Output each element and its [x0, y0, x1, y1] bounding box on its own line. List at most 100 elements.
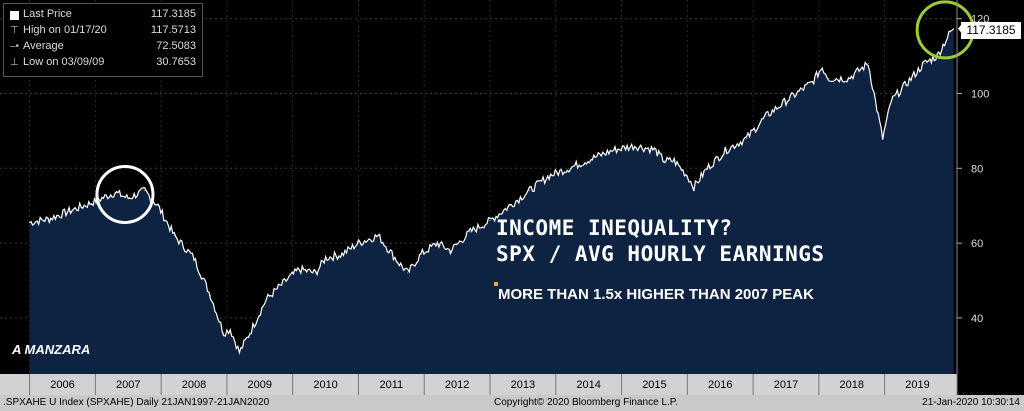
data-point: [847, 77, 850, 80]
data-point: [114, 192, 116, 194]
data-point: [144, 190, 146, 192]
legend-row-last-price: Last Price 117.3185: [8, 8, 200, 23]
last-price-tag: 117.3185: [961, 22, 1021, 39]
data-point: [634, 145, 636, 147]
data-point: [867, 62, 869, 65]
legend-row-low: ⊥ Low on 03/09/09 30.7653: [8, 56, 200, 71]
data-point: [568, 167, 570, 169]
x-tick-label: 2012: [445, 379, 469, 391]
data-point: [397, 261, 399, 263]
footer-timestamp: 21-Jan-2020 10:30:14: [922, 397, 1020, 408]
data-point: [357, 242, 360, 244]
data-point: [68, 210, 70, 212]
x-tick-label: 2013: [511, 379, 535, 391]
data-point: [953, 28, 955, 30]
x-tick-label: 2010: [313, 379, 337, 391]
data-point: [249, 332, 251, 334]
y-tick-label: 80: [971, 163, 983, 175]
x-tick-label: 2019: [905, 379, 929, 391]
legend-value: 30.7653: [156, 56, 196, 68]
legend-row-high: ⊤ High on 01/17/20 117.5713: [8, 24, 200, 39]
data-point: [765, 115, 767, 117]
annotation-bullet-icon: [494, 282, 498, 286]
legend-label: Average: [23, 40, 64, 52]
legend-label: Low on 03/09/09: [23, 56, 105, 68]
x-axis-band: [0, 374, 957, 395]
price-line: [29, 28, 955, 356]
data-point: [828, 77, 830, 80]
legend-label: High on 01/17/20: [23, 24, 107, 36]
data-point: [377, 235, 379, 237]
data-point: [324, 257, 327, 259]
data-point: [686, 175, 688, 177]
legend-label: Last Price: [23, 8, 72, 20]
x-tick-label: 2018: [840, 379, 864, 391]
data-point: [653, 149, 656, 151]
data-point: [420, 253, 422, 255]
x-tick-label: 2009: [248, 379, 272, 391]
price-area-fill: [29, 28, 954, 375]
x-tick-label: 2016: [708, 379, 732, 391]
data-point: [238, 351, 241, 353]
data-point: [173, 235, 175, 237]
legend-value: 117.3185: [150, 8, 196, 20]
data-point: [811, 81, 813, 83]
data-point: [673, 160, 675, 162]
author-label: A MANZARA: [12, 342, 91, 357]
data-point: [923, 62, 925, 65]
low-marker-icon: ⊥: [10, 57, 19, 68]
x-tick-label: 2017: [774, 379, 798, 391]
x-tick-label: 2015: [642, 379, 666, 391]
data-point: [407, 272, 409, 274]
data-point: [315, 272, 317, 274]
data-point: [910, 77, 912, 80]
square-icon: [10, 9, 20, 21]
data-point: [449, 249, 452, 252]
legend: Last Price 117.3185 ⊤ High on 01/17/20 1…: [3, 3, 203, 77]
data-point: [509, 205, 511, 207]
chart-title-line-2: SPX / AVG HOURLY EARNINGS: [496, 242, 825, 266]
2007-peak-circle: [95, 164, 155, 224]
y-tick-label: 60: [971, 238, 983, 250]
data-point: [949, 31, 952, 33]
data-point: [726, 149, 728, 151]
data-point: [436, 242, 438, 244]
data-point: [706, 167, 708, 169]
data-point: [223, 332, 225, 334]
data-point: [469, 231, 471, 233]
x-tick-label: 2007: [116, 379, 140, 391]
footer-copyright: Copyright© 2020 Bloomberg Finance L.P.: [494, 397, 678, 408]
data-point: [48, 218, 50, 220]
data-point: [127, 197, 129, 199]
high-marker-icon: ⊤: [10, 25, 19, 36]
y-tick-label: 40: [971, 313, 983, 325]
x-tick-label: 2011: [380, 379, 404, 391]
data-point: [285, 279, 287, 282]
x-tick-label: 2014: [576, 379, 600, 391]
data-point: [193, 257, 195, 259]
data-point: [28, 221, 31, 224]
data-point: [298, 268, 300, 270]
legend-value: 117.5713: [150, 24, 196, 36]
data-point: [265, 298, 267, 300]
data-point: [693, 186, 695, 188]
y-axis-area: [957, 0, 1024, 395]
data-point: [821, 66, 823, 68]
chart-title-line-1: INCOME INEQUALITY?: [496, 216, 733, 240]
data-point: [229, 328, 231, 330]
legend-value: 72.5083: [156, 40, 196, 52]
footer-index-info: .SPXAHE U Index (SPXAHE) Daily 21JAN1997…: [3, 397, 270, 408]
y-tick-label: 100: [971, 89, 989, 101]
data-point: [663, 160, 665, 162]
data-point: [489, 220, 491, 222]
chart-annotation: MORE THAN 1.5x HIGHER THAN 2007 PEAK: [498, 286, 814, 303]
data-point: [101, 197, 103, 199]
data-point: [209, 294, 212, 297]
data-point: [157, 205, 159, 207]
data-point: [88, 203, 90, 205]
average-line-icon: –•: [10, 41, 20, 52]
data-point: [614, 149, 616, 151]
x-tick-label: 2006: [50, 379, 74, 391]
